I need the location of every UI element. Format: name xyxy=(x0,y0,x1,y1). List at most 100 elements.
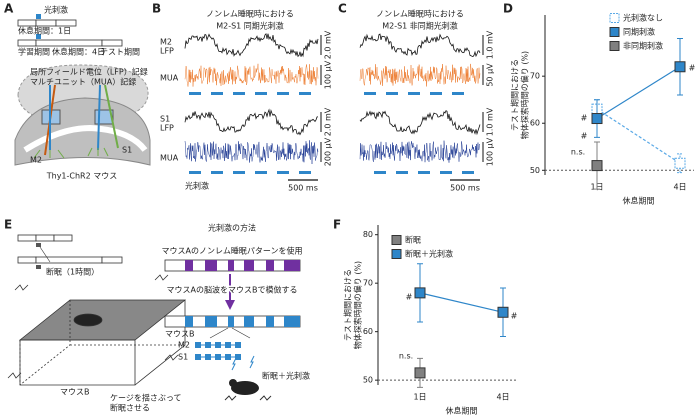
dep-square xyxy=(36,265,41,269)
label: S1 xyxy=(122,146,132,155)
stim-label: 光刺激 xyxy=(185,181,209,191)
label: 断眠＋光刺激 xyxy=(262,371,310,381)
lfp-trace xyxy=(184,108,319,136)
scale-label: 100 µV xyxy=(486,137,495,166)
panel-label: B xyxy=(152,2,161,16)
y-tick-label: 50 xyxy=(530,166,540,175)
x-axis-label: 休息期間 xyxy=(446,406,478,416)
y-tick-label: 60 xyxy=(363,327,373,336)
label: テスト期間 xyxy=(100,48,140,57)
label: S1 xyxy=(178,353,188,362)
stim-square xyxy=(36,14,41,19)
mua-trace xyxy=(184,63,319,87)
scale-label: 50 µV xyxy=(486,63,495,87)
stim-bar xyxy=(364,92,376,95)
label: 休息期間：4日 xyxy=(52,47,105,57)
label: マウスAのノンレム睡眠パターンを使用 xyxy=(162,246,303,256)
channel-label: M2 xyxy=(160,38,172,47)
label: M2 xyxy=(178,341,190,350)
stim-bar xyxy=(211,171,223,174)
stim-bar xyxy=(418,171,430,174)
stim-bar xyxy=(386,92,398,95)
series-line xyxy=(596,108,681,164)
y-axis-label: テスト期間における xyxy=(344,269,353,341)
panel-title: M2-S1 同期光刺激 xyxy=(216,21,284,31)
x-tick-label: 4日 xyxy=(673,183,686,192)
scale-label: 200 µV xyxy=(324,137,333,166)
y-tick-label: 70 xyxy=(530,72,540,81)
marker xyxy=(674,157,686,169)
channel-label: S1 xyxy=(160,115,170,124)
stim-bar xyxy=(255,171,267,174)
scale-label: 2.0 mV xyxy=(324,30,333,59)
series-line xyxy=(596,66,681,120)
y-axis-label: 物体探索時間の偏り (%) xyxy=(353,261,363,349)
timeline-a xyxy=(17,19,123,47)
section-title: 光刺激の方法 xyxy=(208,223,256,233)
marker xyxy=(414,287,426,299)
legend-label: 断眠 xyxy=(405,235,421,245)
lfp-trace xyxy=(184,32,319,58)
annotation: # xyxy=(406,293,413,302)
stim-bar xyxy=(277,92,289,95)
panel-label: D xyxy=(503,2,513,16)
mua-trace xyxy=(184,140,319,165)
stim-bar xyxy=(189,92,201,95)
label: マルチユニット（MUA）記録 xyxy=(30,77,136,87)
stim-bar xyxy=(452,92,464,95)
annotation: # xyxy=(511,312,518,321)
annotation: n.s. xyxy=(399,352,413,361)
time-scale-label: 500 ms xyxy=(288,184,318,193)
timeline-e xyxy=(17,234,123,264)
label: 断眠（1時間） xyxy=(46,267,99,277)
legend-swatch xyxy=(391,235,402,245)
time-scale-label: 500 ms xyxy=(450,184,480,193)
y-tick-label: 80 xyxy=(363,230,373,239)
x-axis-label: 休息期間 xyxy=(623,196,655,206)
brain-schematic xyxy=(14,64,151,166)
legend-swatch xyxy=(609,41,620,51)
panel-title: ノンレム睡眠時における xyxy=(376,10,464,19)
method-diagram xyxy=(164,259,301,401)
stim-bar xyxy=(255,92,267,95)
stim-bar xyxy=(233,92,245,95)
legend-swatch xyxy=(391,249,402,259)
label: M2 xyxy=(30,156,42,165)
legend-label: 断眠＋光刺激 xyxy=(405,249,453,259)
label: 局所フィールド電位（LFP）記録 xyxy=(30,67,148,77)
stim-bar xyxy=(408,92,420,95)
panel-label: E xyxy=(4,218,12,232)
stim-bar xyxy=(299,92,311,95)
y-axis-label: 物体探索時間の偏り (%) xyxy=(520,51,530,139)
y-tick-label: 70 xyxy=(363,279,373,288)
stim-bar xyxy=(211,92,223,95)
channel-label: MUA xyxy=(160,154,179,163)
channel-label: LFP xyxy=(160,47,174,56)
marker xyxy=(591,160,603,172)
panel-label: A xyxy=(4,2,14,16)
mua-trace xyxy=(359,140,481,163)
stim-square xyxy=(36,34,41,39)
stim-bar xyxy=(299,171,311,174)
legend-label: 光刺激なし xyxy=(623,13,663,23)
channel-label: MUA xyxy=(160,74,179,83)
label: マウスAの脳波をマウスBで模倣する xyxy=(167,285,298,295)
x-tick-label: 1日 xyxy=(413,393,426,402)
stim-label: 光刺激 xyxy=(44,5,68,15)
y-axis-label: テスト期間における xyxy=(511,59,520,131)
label: Thy1-ChR2 マウス xyxy=(46,172,118,181)
cage xyxy=(7,274,187,386)
panel-title: M2-S1 非同期光刺激 xyxy=(382,21,458,31)
legend-label: 非同期刺激 xyxy=(623,41,663,51)
label: マウスB xyxy=(60,388,90,397)
label: マウスB xyxy=(165,330,195,339)
scale-label: 1.0 mV xyxy=(486,107,495,136)
stim-bar xyxy=(233,171,245,174)
lfp-trace xyxy=(359,110,481,136)
scale-label: 100 µV xyxy=(324,60,333,89)
dep-square xyxy=(36,243,41,247)
stim-bar xyxy=(189,171,201,174)
panel-title: ノンレム睡眠時における xyxy=(206,10,294,19)
stim-bar xyxy=(277,171,289,174)
